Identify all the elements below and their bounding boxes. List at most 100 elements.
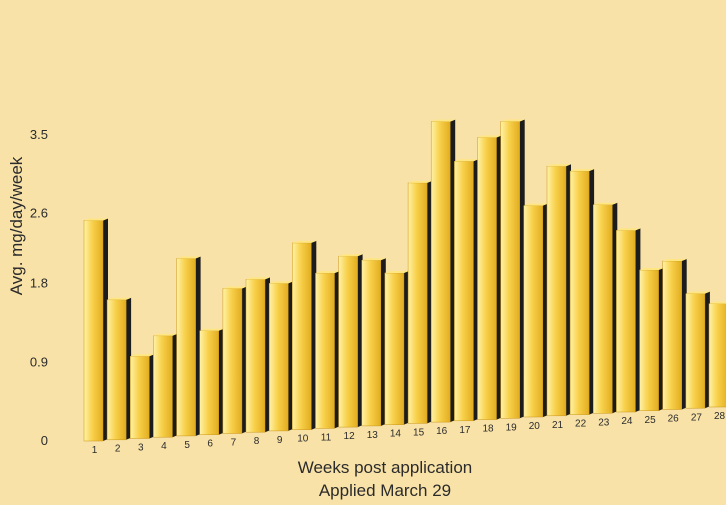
x-axis-sublabel: Applied March 29 [319, 481, 451, 500]
bar-side [704, 291, 710, 409]
bar [500, 119, 525, 419]
bar-top [639, 268, 664, 270]
bar-top [709, 301, 726, 304]
bar-top [384, 271, 409, 273]
y-tick-label: 2.6 [30, 206, 48, 221]
bar-side [241, 286, 247, 434]
bar-side [519, 119, 525, 419]
y-tick-label: 1.8 [30, 276, 48, 291]
bar-side [265, 277, 270, 433]
bar [268, 281, 294, 432]
bar [315, 271, 340, 429]
bar-top [199, 328, 224, 331]
bar-side [473, 159, 479, 421]
bar-side [589, 169, 595, 415]
bar-side [103, 218, 108, 441]
bar-front [361, 259, 382, 427]
x-tick-label: 22 [575, 419, 587, 430]
bar-front [569, 170, 590, 415]
bar [708, 301, 726, 408]
bar-top [338, 254, 363, 257]
bar [106, 297, 132, 441]
x-tick-label: 8 [254, 436, 260, 447]
bar-side [288, 281, 294, 431]
bar-top [431, 119, 456, 122]
x-tick-label: 21 [552, 420, 564, 431]
y-axis-label: Avg. mg/day/week [7, 156, 26, 295]
bar-front [222, 288, 243, 434]
x-tick-label: 26 [668, 414, 680, 425]
bar-front [384, 272, 405, 425]
bar-top [84, 218, 108, 221]
bar-side [172, 333, 178, 438]
bar-side [218, 328, 224, 435]
x-tick-label: 17 [459, 425, 471, 436]
x-tick-label: 6 [207, 439, 213, 450]
bar [477, 135, 502, 420]
bar [361, 258, 386, 427]
bar-top [315, 271, 340, 274]
bar-top [616, 228, 641, 231]
bar-top [269, 281, 294, 284]
y-tick-label: 3.5 [30, 127, 48, 142]
bar-front [106, 299, 127, 441]
bar-side [496, 135, 502, 420]
bar [384, 271, 409, 425]
bar-front [268, 283, 289, 432]
bar-side [635, 228, 641, 412]
bar [662, 259, 687, 410]
bar [83, 218, 108, 442]
bar-side [612, 202, 618, 414]
bar [222, 286, 247, 434]
bar-front [153, 335, 173, 438]
y-axis-ticks: 0 0.9 1.8 2.6 3.5 [30, 127, 48, 448]
bar [546, 164, 571, 417]
x-tick-label: 19 [506, 422, 518, 433]
bar-side [126, 297, 132, 440]
bar-side [542, 203, 548, 418]
x-tick-label: 14 [390, 429, 402, 440]
bar-side [311, 240, 317, 430]
x-tick-label: 24 [621, 416, 633, 427]
bar-side [357, 254, 363, 428]
bar-top [570, 169, 595, 172]
bar-series [83, 119, 726, 442]
bar [153, 333, 178, 438]
bar-top [153, 333, 178, 336]
bar [569, 169, 595, 415]
bar [130, 354, 155, 439]
bar-front [245, 279, 266, 433]
bar-side [658, 268, 664, 411]
bar-front [430, 121, 451, 423]
bar-top [222, 286, 247, 289]
bar-top [547, 164, 571, 167]
bar-front [83, 220, 104, 442]
bar [685, 291, 710, 409]
bar-front [523, 205, 544, 418]
x-tick-label: 11 [321, 432, 332, 443]
x-tick-label: 9 [277, 435, 283, 446]
bar-front [639, 269, 659, 411]
bar-front [616, 230, 636, 413]
bar-front [477, 137, 497, 420]
bar-front [176, 258, 196, 437]
bar-top [593, 202, 618, 205]
x-tick-label: 12 [344, 431, 356, 442]
bar-top [685, 291, 710, 294]
bar-front [407, 182, 428, 424]
x-tick-label: 4 [161, 441, 167, 452]
bar-side [195, 256, 201, 436]
x-axis-label: Weeks post application [298, 458, 473, 477]
bar-front [130, 356, 150, 439]
x-tick-label: 18 [482, 424, 494, 435]
bar-side [450, 119, 456, 423]
bar-side [566, 164, 571, 416]
bar-front [708, 303, 726, 408]
bar-top [408, 180, 433, 183]
bar [245, 277, 270, 433]
x-tick-label: 27 [691, 412, 703, 423]
bar-top [130, 354, 155, 357]
x-tick-label: 10 [297, 434, 309, 445]
bar [292, 240, 317, 430]
